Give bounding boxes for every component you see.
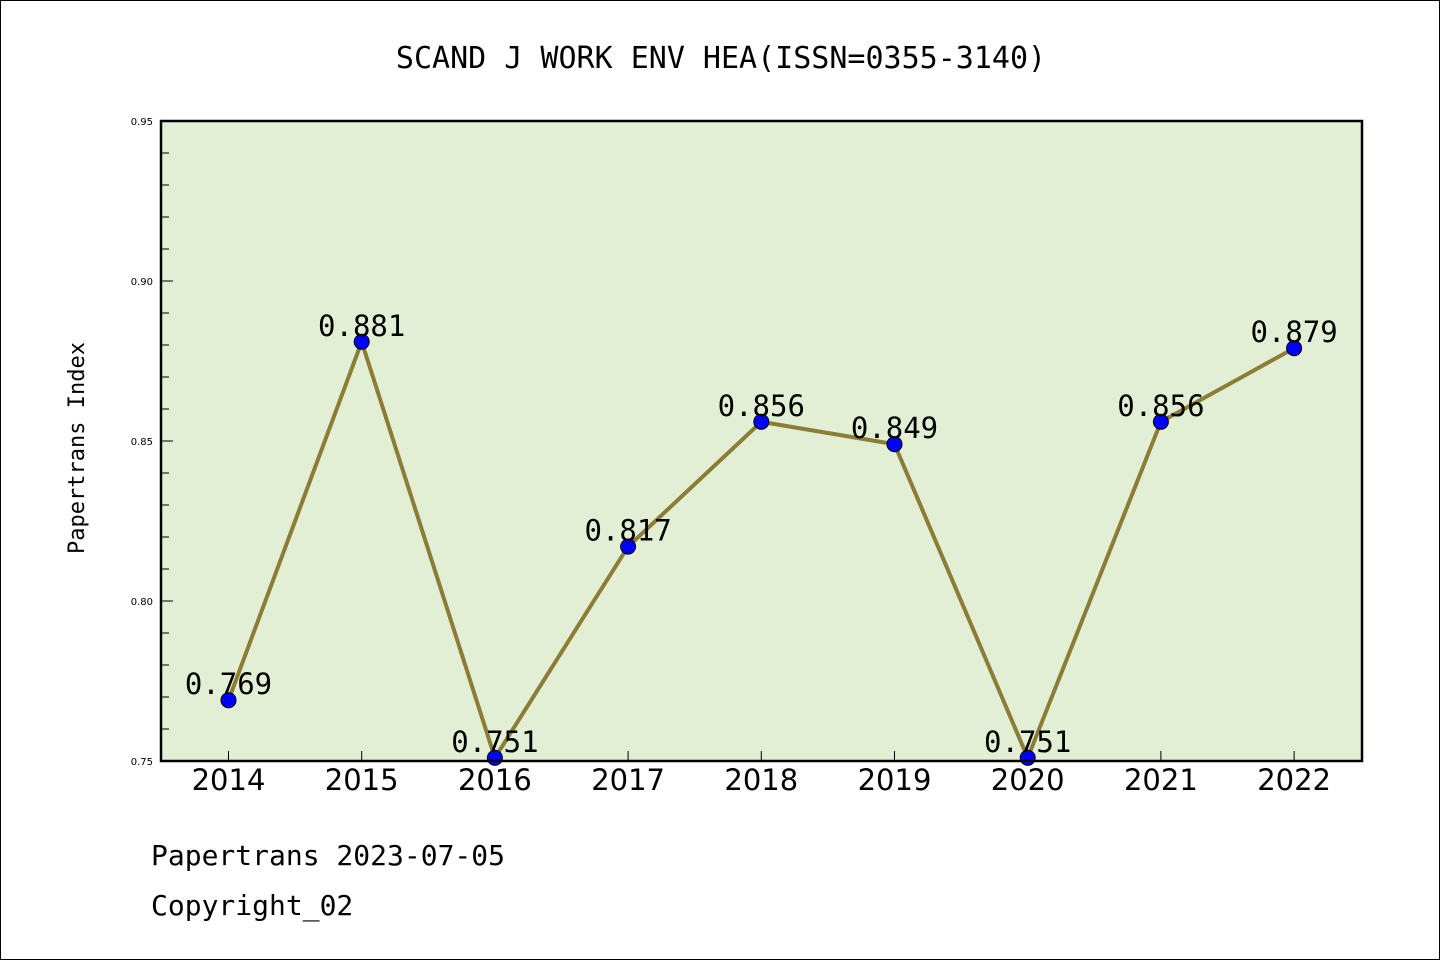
x-tick-label: 2018 [724,763,798,797]
data-label: 0.856 [718,389,805,423]
x-tick-label: 2016 [458,763,532,797]
y-tick-label: 0.85 [131,437,153,448]
x-tick-label: 2017 [591,763,665,797]
data-label: 0.751 [451,725,538,759]
y-tick-label: 0.90 [131,277,153,288]
chart-title: SCAND J WORK ENV HEA(ISSN=0355-3140) [396,41,1046,76]
plot-frame [159,119,1364,763]
x-tick-label: 2015 [325,763,399,797]
data-label: 0.856 [1117,389,1204,423]
y-tick-label: 0.75 [131,757,153,768]
data-label: 0.849 [851,411,938,445]
data-point [886,436,903,453]
y-axis-label: Papertrans Index [65,342,90,554]
y-axis: 0.75 0.80 0.85 0.90 0.95 [131,117,173,768]
footer-date: Papertrans 2023-07-05 [151,839,505,872]
x-tick-label: 2014 [192,763,266,797]
x-tick-label: 2019 [858,763,932,797]
data-point [1152,413,1169,430]
data-point [353,333,370,350]
y-tick-label: 0.95 [131,117,153,128]
data-point [620,538,637,555]
data-label: 0.879 [1250,315,1337,349]
x-tick-label: 2020 [991,763,1065,797]
plot-area [161,121,1362,761]
data-label: 0.817 [584,514,671,548]
data-label: 0.751 [984,725,1071,759]
x-axis: 2014 2015 2016 2017 2018 2019 2020 2021 2022 [192,751,1331,797]
footer-copyright: Copyright_02 [151,889,353,923]
y-tick-label: 0.80 [131,597,153,608]
data-point [220,692,237,709]
data-label: 0.769 [185,667,272,701]
data-point [1286,340,1303,357]
series-papertrans-index: 0.769 0.881 0.751 0.817 0.856 0.849 0.751 0.856… [185,309,1338,766]
data-point [753,413,770,430]
x-tick-label: 2022 [1257,763,1331,797]
data-label: 0.881 [318,309,405,343]
x-tick-label: 2021 [1124,763,1198,797]
